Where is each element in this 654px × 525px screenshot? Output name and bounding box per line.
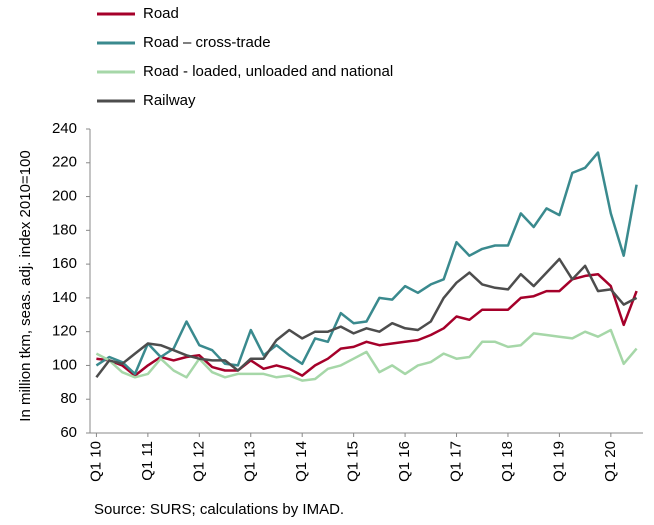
y-tick-label: 220 (52, 154, 77, 171)
legend-label: Road - loaded, unloaded and national (143, 63, 393, 80)
y-tick-label: 200 (52, 188, 77, 205)
x-tick-label: Q1 15 (345, 441, 362, 482)
series-line (95, 151, 638, 376)
y-axis-label: In million tkm, seas. adj. index 2010=10… (17, 150, 34, 421)
y-tick-label: 180 (52, 221, 77, 238)
y-tick-label: 240 (52, 120, 77, 137)
y-tick-label: 100 (52, 356, 77, 373)
legend-label: Railway (143, 92, 196, 109)
x-tick-label: Q1 20 (602, 441, 619, 482)
legend-label: Road – cross-trade (143, 34, 271, 51)
y-tick-label: 60 (60, 424, 77, 441)
x-tick-label: Q1 11 (139, 441, 156, 481)
x-tick-label: Q1 13 (242, 441, 259, 482)
x-tick-label: Q1 12 (190, 441, 207, 482)
x-tick-label: Q1 14 (293, 441, 310, 482)
series-line (95, 328, 638, 382)
series-line (96, 272, 638, 377)
source-note: Source: SURS; calculations by IMAD. (94, 501, 344, 518)
x-tick-label: Q1 10 (87, 441, 104, 482)
series-line (95, 257, 638, 379)
x-tick-label: Q1 17 (447, 441, 464, 482)
x-tick-label: Q1 18 (499, 441, 516, 482)
x-tick-label: Q1 16 (396, 441, 413, 482)
legend-label: Road (143, 5, 179, 22)
y-tick-label: 140 (52, 289, 77, 306)
y-tick-label: 160 (52, 255, 77, 272)
y-tick-label: 80 (60, 390, 77, 407)
y-tick-label: 120 (52, 323, 77, 340)
x-tick-label: Q1 19 (550, 441, 567, 482)
